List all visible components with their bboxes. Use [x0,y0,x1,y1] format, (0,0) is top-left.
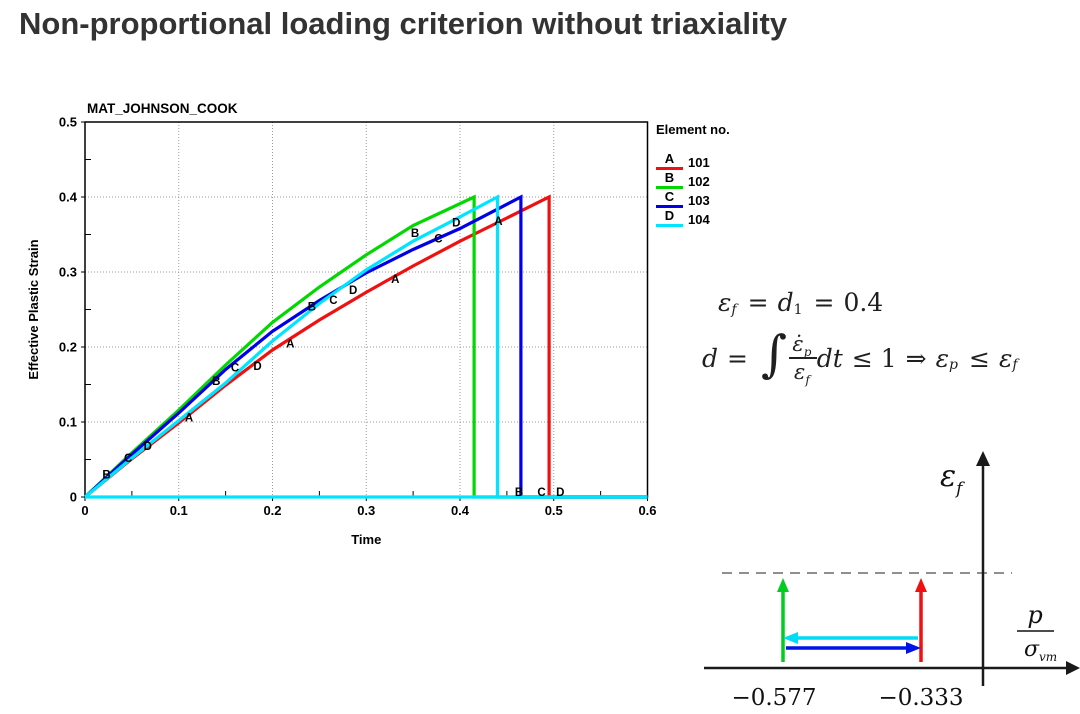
series-line-A [83,194,648,499]
x-tick-label: 0.5 [545,503,563,518]
triaxiality-diagram: εf p σvm −0.577 −0.333 [704,451,1080,711]
legend-number: 103 [688,193,710,208]
legend-item-D: D 104 [656,209,730,227]
curve-letter-D: D [253,361,261,373]
page-title: Non-proportional loading criterion witho… [19,6,788,41]
legend-swatch-D: D [656,209,683,227]
y-tick-label: 0.3 [59,265,77,280]
legend-title: Element no. [656,122,730,137]
x-axis-arrowhead [1066,661,1080,675]
y-tick-label: 0.4 [59,190,78,205]
legend-swatch-B: B [656,171,683,189]
legend-item-C: C 103 [656,190,730,208]
formula-failure-strain: ε f = d 1 = 0.4 [718,288,884,318]
failure-criterion-formulas: ε f = d 1 = 0.4 d = ∫ ε̇p εf dt ≤ 1 ⇒ ε p ≤ ε f [702,288,1020,388]
red-arrowhead [915,578,927,592]
x-value-left: −0.577 [731,685,816,711]
curve-letter-C: C [434,233,442,245]
curve-letter-D: D [349,285,357,297]
curve-letter-B: B [411,228,419,240]
legend-swatch-A: A [656,152,683,170]
strain-rate-fraction: ε̇p εf [789,331,817,387]
eps-f-axis-label: εf [940,459,965,499]
y-axis-arrowhead [976,451,990,466]
strain-time-chart: 0 0.1 0.2 0.3 0.4 0.5 0.600.10.20.30.40.5BCDAB… [26,101,657,547]
curve-letter-C: C [329,295,337,307]
y-axis-title: Effective Plastic Strain [26,239,41,379]
curve-letter-B: B [308,302,316,314]
y-tick-label: 0 [70,490,77,505]
green-arrowhead [777,578,789,592]
legend-swatch-C: C [656,190,683,208]
chart-legend: Element no. A 101 B 102 C 103 D 104 [656,122,730,228]
curve-letter-A: A [391,274,399,286]
y-tick-label: 0.2 [59,340,77,355]
curve-letter-D: D [452,218,460,230]
legend-number: 104 [688,212,710,227]
series-line-B [83,194,648,499]
curve-letter-C: C [124,453,132,465]
curve-letter-B: B [212,376,220,388]
eps-symbol: ε [718,288,732,317]
legend-number: 102 [688,174,710,189]
x-tick-label: 0 [81,503,88,518]
legend-number: 101 [688,155,710,170]
curve-letter-C: C [231,362,239,374]
chart-title: MAT_JOHNSON_COOK [87,101,238,116]
curve-letter-A: A [185,413,193,425]
curve-letter-C: C [537,487,545,499]
x-tick-label: 0.2 [263,503,281,518]
integral-sign: ∫ [760,325,788,383]
legend-items: A 101 B 102 C 103 D 104 [656,152,730,227]
x-tick-label: 0.1 [170,503,188,518]
y-tick-label: 0.1 [59,415,77,430]
x-tick-label: 0.6 [638,503,656,518]
curve-letter-D: D [556,487,564,499]
legend-item-A: A 101 [656,152,730,170]
curve-letter-A: A [286,338,294,350]
sigma-vm-symbol: σvm [1024,637,1057,664]
cyan-arrowhead [783,632,798,644]
legend-item-B: B 102 [656,171,730,189]
x-value-right: −0.333 [878,685,963,711]
x-tick-label: 0.4 [451,503,470,518]
curve-letter-D: D [144,441,152,453]
x-tick-label: 0.3 [357,503,375,518]
curve-letter-B: B [102,470,110,482]
x-axis-title: Time [351,532,381,547]
blue-arrowhead [906,642,921,654]
curve-letter-B: B [515,487,523,499]
pressure-symbol: p [1027,601,1042,629]
formula-damage-integral: d = ∫ ε̇p εf dt ≤ 1 ⇒ ε p ≤ ε f [702,325,1018,388]
series-line-D [83,194,648,499]
curve-letter-A: A [494,216,502,228]
y-tick-label: 0.5 [59,115,77,130]
